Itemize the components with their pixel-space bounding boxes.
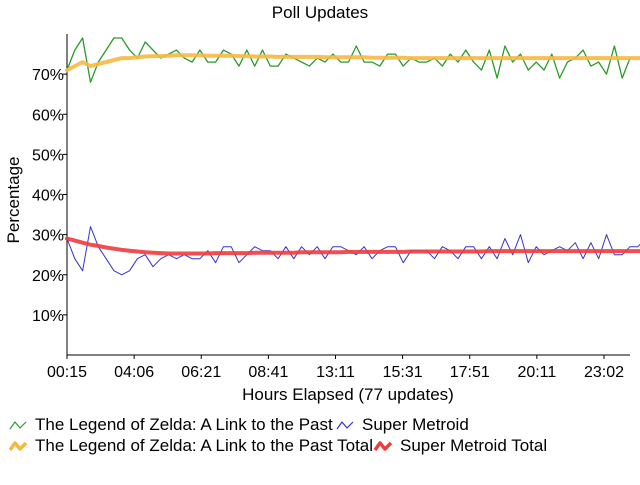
legend-label-zelda: The Legend of Zelda: A Link to the Past — [35, 415, 333, 434]
x-tick-label: 13:11 — [316, 364, 355, 381]
x-tick-label: 20:11 — [517, 364, 556, 381]
plot-area: 10% 20% 30% 40% 50% 60% 70% 00:15 04:06 06:21 08:4… — [32, 34, 640, 381]
series-line-zelda-total — [65, 53, 640, 73]
legend-swatch-metroid — [336, 421, 354, 430]
y-tick-label: 50% — [32, 147, 64, 164]
x-tick-label: 06:21 — [181, 364, 221, 381]
legend-swatch-zelda-total — [8, 441, 28, 452]
x-tick-label: 00:15 — [47, 364, 87, 381]
x-tick-label: 15:31 — [383, 364, 423, 381]
y-tick-label: 10% — [32, 308, 64, 325]
legend-label-metroid-total: Super Metroid Total — [400, 436, 547, 455]
legend-swatch-metroid-total — [373, 441, 393, 452]
x-tick-label: 17:51 — [450, 364, 490, 381]
y-tick-label: 70% — [32, 67, 64, 84]
x-axis-label: Hours Elapsed (77 updates) — [242, 385, 454, 404]
legend-swatch-zelda — [9, 421, 27, 430]
y-tick-label: 60% — [32, 107, 64, 124]
series-line-metroid — [66, 226, 640, 276]
y-axis-label: Percentage — [4, 157, 23, 244]
chart-title: Poll Updates — [272, 3, 368, 22]
y-tick-label: 30% — [32, 228, 64, 245]
series-line-metroid-total — [65, 236, 640, 256]
x-tick-label: 23:02 — [584, 364, 624, 381]
legend-label-metroid: Super Metroid — [362, 415, 469, 434]
y-tick-label: 20% — [32, 268, 64, 285]
y-tick-label: 40% — [32, 188, 64, 205]
legend-label-zelda-total: The Legend of Zelda: A Link to the Past … — [35, 436, 373, 455]
legend: The Legend of Zelda: A Link to the Past S… — [8, 415, 547, 455]
x-tick-label: 08:41 — [248, 364, 288, 381]
x-tick-label: 04:06 — [114, 364, 154, 381]
